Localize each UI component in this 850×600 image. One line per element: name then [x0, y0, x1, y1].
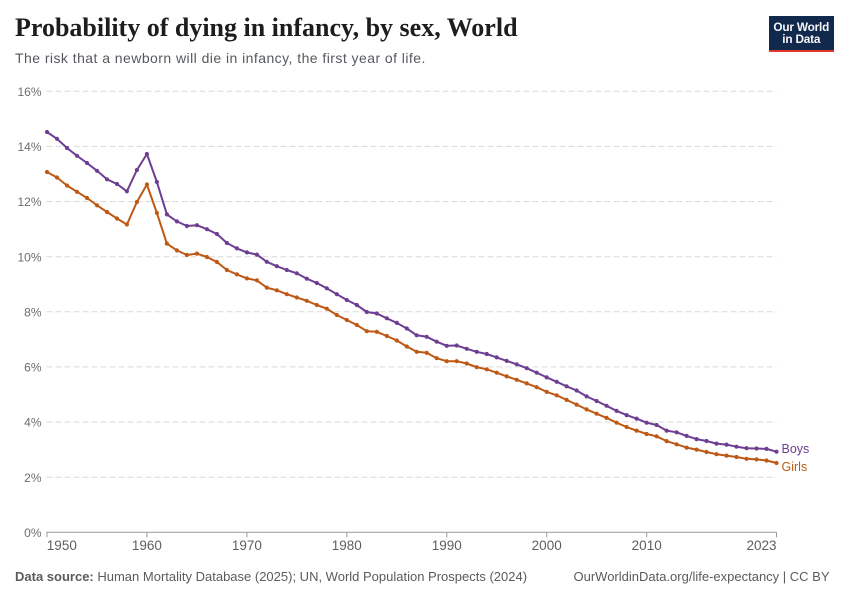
svg-text:8%: 8% — [24, 305, 42, 319]
svg-text:4%: 4% — [24, 416, 42, 430]
svg-text:2010: 2010 — [632, 538, 662, 553]
svg-text:14%: 14% — [17, 140, 41, 154]
svg-text:10%: 10% — [17, 250, 41, 264]
svg-text:1960: 1960 — [132, 538, 162, 553]
svg-text:2023: 2023 — [746, 538, 776, 553]
svg-text:6%: 6% — [24, 361, 42, 375]
svg-text:12%: 12% — [17, 195, 41, 209]
svg-text:1990: 1990 — [432, 538, 462, 553]
svg-text:1980: 1980 — [332, 538, 362, 553]
svg-text:0%: 0% — [24, 526, 42, 540]
svg-text:Girls: Girls — [782, 460, 808, 474]
svg-text:2000: 2000 — [532, 538, 562, 553]
svg-text:1950: 1950 — [47, 538, 77, 553]
svg-text:Boys: Boys — [782, 442, 810, 456]
svg-text:16%: 16% — [17, 85, 41, 99]
svg-text:2%: 2% — [24, 471, 42, 485]
svg-text:1970: 1970 — [232, 538, 262, 553]
